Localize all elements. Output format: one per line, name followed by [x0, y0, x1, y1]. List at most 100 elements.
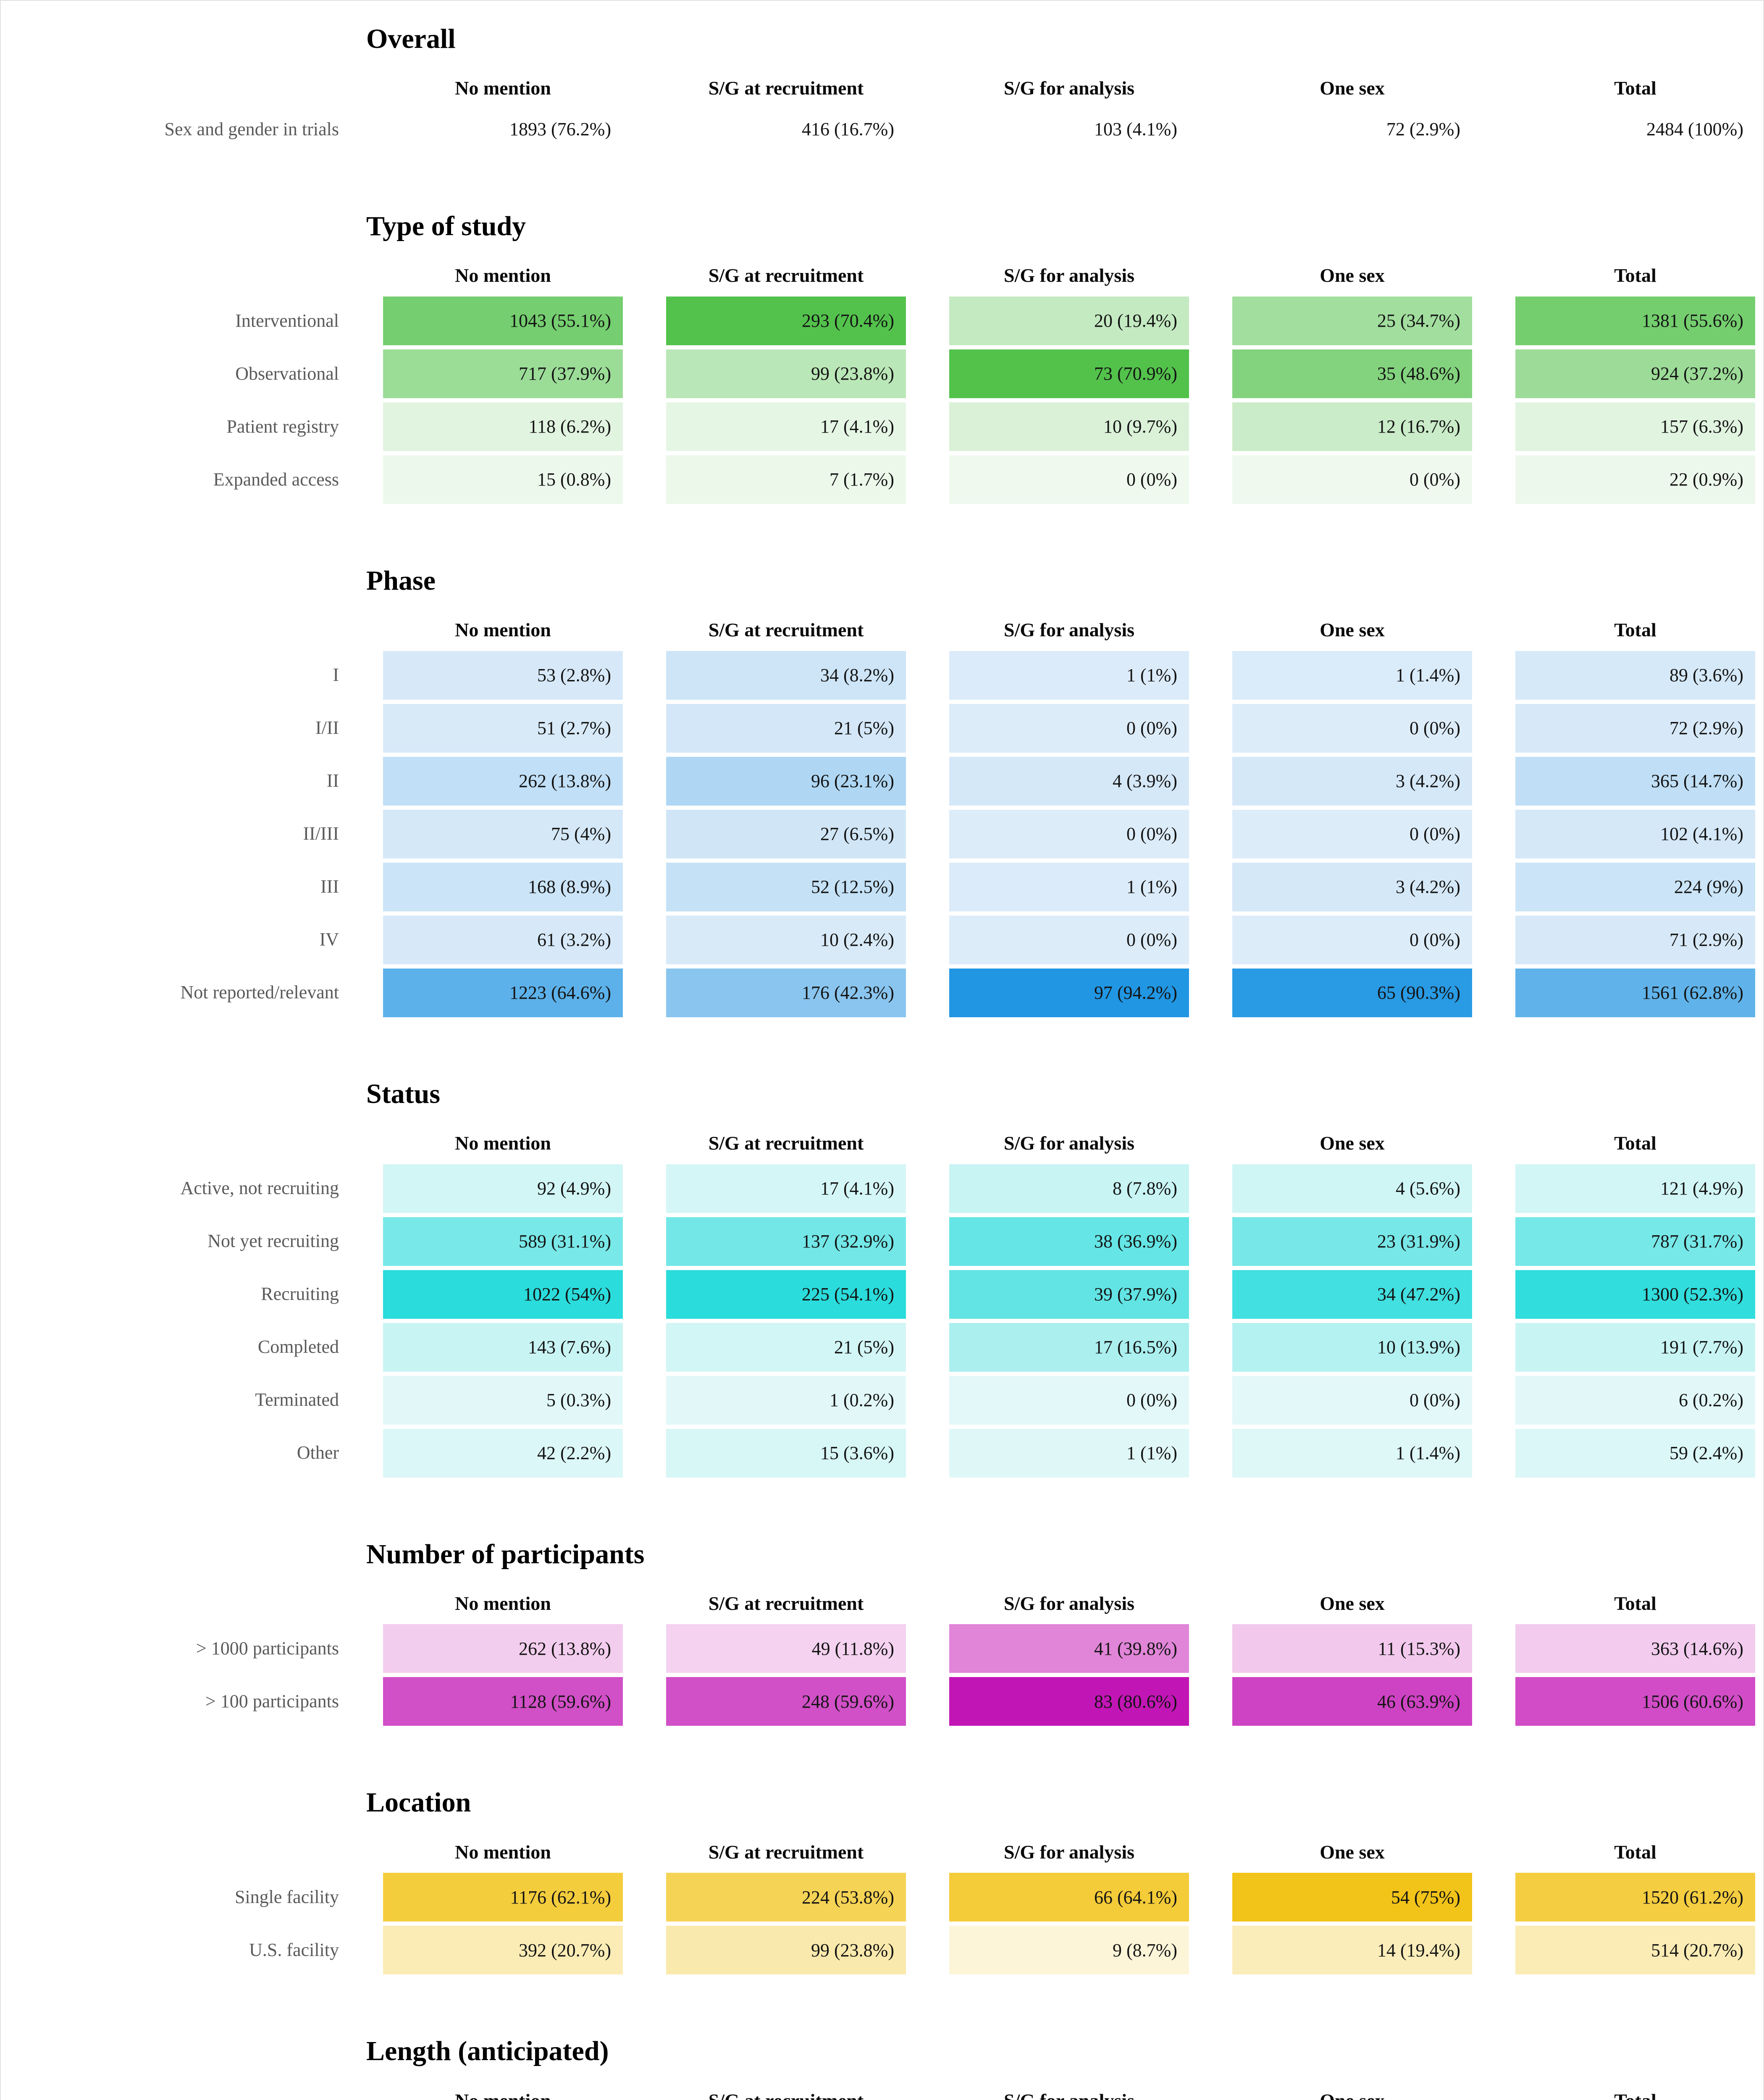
heatmap-cell: 1043 (55.1%) [383, 296, 623, 345]
heatmap-cell: 15 (3.6%) [666, 1428, 906, 1478]
column-header-row: No mention S/G at recruitment S/G for anal… [1, 265, 1763, 286]
row-label-recruiting: Recruiting [261, 1284, 339, 1305]
header-spacer [1, 1133, 340, 1154]
heatmap-cell: 34 (8.2%) [666, 651, 906, 700]
heatmap-cell: 99 (23.8%) [666, 349, 906, 398]
heatmap-cell: 96 (23.1%) [666, 756, 906, 806]
heatmap-cell: 92 (4.9%) [383, 1164, 623, 1213]
row-label-100-participants: > 100 participants [205, 1691, 339, 1712]
heatmap-cell: 0 (0%) [949, 809, 1189, 858]
heatmap-cell: 10 (9.7%) [949, 402, 1189, 451]
heatmap-cell: 17 (16.5%) [949, 1323, 1189, 1372]
heatmap-cell: 1 (1%) [949, 1428, 1189, 1478]
heatmap-cell: 61 (3.2%) [383, 915, 623, 964]
header-spacer [1, 1593, 340, 1614]
heatmap-cell: 0 (0%) [949, 455, 1189, 504]
heatmap-cell: 1022 (54%) [383, 1270, 623, 1319]
column-header-row: No mention S/G at recruitment S/G for anal… [1, 1841, 1763, 1863]
heatmap-cell: 73 (70.9%) [949, 349, 1189, 398]
heatmap-cell: 589 (31.1%) [383, 1217, 623, 1266]
heatmap-cell: 1381 (55.6%) [1515, 296, 1755, 345]
heatmap-cell: 0 (0%) [949, 1376, 1189, 1425]
row-label-single-facility: Single facility [234, 1887, 339, 1908]
heatmap-cell: 118 (6.2%) [383, 402, 623, 451]
section-title: Length (anticipated) [366, 2036, 609, 2067]
heatmap-cell: 65 (90.3%) [1232, 968, 1472, 1017]
heatmap-cell: 35 (48.6%) [1232, 349, 1472, 398]
heatmap-cell: 5 (0.3%) [383, 1376, 623, 1425]
heatmap-cell: 262 (13.8%) [383, 756, 623, 806]
row-label-i: I [333, 664, 339, 685]
heatmap-cell: 7 (1.7%) [666, 455, 906, 504]
section-rows: Single facility 1176 (62.1%) 224 (53.8%) 66… [1, 1873, 1763, 1975]
heatmap-cell: 2484 (100%) [1646, 119, 1743, 140]
column-header-row: No mention S/G at recruitment S/G for anal… [1, 1132, 1763, 1154]
heatmap-cell: 9 (8.7%) [949, 1926, 1189, 1975]
header-spacer [1, 620, 340, 641]
heatmap-cell: 75 (4%) [383, 809, 623, 858]
heatmap-cell: 41 (39.8%) [949, 1624, 1189, 1673]
column-header-s-g-at-recruitment: S/G at recruitment [708, 1592, 864, 1614]
heatmap-cell: 924 (37.2%) [1515, 349, 1755, 398]
heatmap-cell: 392 (20.7%) [383, 1926, 623, 1975]
column-header-s-g-at-recruitment: S/G at recruitment [708, 619, 864, 641]
heatmap-cell: 1 (0.2%) [666, 1376, 906, 1425]
heatmap-cell: 6 (0.2%) [1515, 1376, 1755, 1425]
heatmap-cell: 0 (0%) [1232, 1376, 1472, 1425]
heatmap-cell: 54 (75%) [1232, 1873, 1472, 1922]
heatmap-cell: 191 (7.7%) [1515, 1323, 1755, 1372]
heatmap-cell: 1561 (62.8%) [1515, 968, 1755, 1017]
heatmap-cell: 20 (19.4%) [949, 296, 1189, 345]
row-label-patient-registry: Patient registry [226, 416, 339, 437]
heatmap-cell: 365 (14.7%) [1515, 756, 1755, 806]
section-location: Location No mention S/G at recruitment S/G … [1, 1788, 1763, 1975]
heatmap-cell: 17 (4.1%) [666, 1164, 906, 1213]
column-header-row: No mention S/G at recruitment S/G for anal… [1, 1593, 1763, 1614]
heatmap-cell: 0 (0%) [1232, 915, 1472, 964]
row-label-u-s-facility: U.S. facility [249, 1940, 339, 1961]
section-type-of-study: Type of study No mention S/G at recruitmen… [1, 212, 1763, 504]
section-title: Phase [366, 565, 436, 596]
section-title: Overall [366, 24, 456, 54]
column-header-total: Total [1614, 1841, 1656, 1863]
heatmap-cell: 176 (42.3%) [666, 968, 906, 1017]
heatmap-cell: 363 (14.6%) [1515, 1624, 1755, 1673]
header-spacer [1, 78, 340, 99]
row-label-expanded-access: Expanded access [213, 469, 339, 490]
section-rows: Active, not recruiting 92 (4.9%) 17 (4.1%)… [1, 1164, 1763, 1478]
heatmap-cell: 1506 (60.6%) [1515, 1677, 1755, 1726]
heatmap-cell: 23 (31.9%) [1232, 1217, 1472, 1266]
heatmap-cell: 97 (94.2%) [949, 968, 1189, 1017]
heatmap-cell: 143 (7.6%) [383, 1323, 623, 1372]
section-rows: Sex and gender in trials 1893 (76.2%) 416 … [1, 109, 1763, 150]
row-label-other: Other [297, 1442, 339, 1463]
column-header-s-g-at-recruitment: S/G at recruitment [708, 1841, 864, 1863]
heatmap-cell: 1176 (62.1%) [383, 1873, 623, 1922]
heatmap-cell: 89 (3.6%) [1515, 651, 1755, 700]
heatmap-cell: 157 (6.3%) [1515, 402, 1755, 451]
column-header-one-sex: One sex [1232, 2090, 1472, 2100]
heatmap-cell: 137 (32.9%) [666, 1217, 906, 1266]
heatmap-cell: 17 (4.1%) [666, 402, 906, 451]
heatmap-cell: 34 (47.2%) [1232, 1270, 1472, 1319]
heatmap-cell: 72 (2.9%) [1515, 704, 1755, 753]
heatmap-cell: 3 (4.2%) [1232, 756, 1472, 806]
heatmap-cell: 1 (1%) [949, 862, 1189, 911]
heatmap-cell: 1 (1.4%) [1232, 651, 1472, 700]
heatmap-cell: 224 (9%) [1515, 862, 1755, 911]
column-header-total: Total [1614, 1592, 1656, 1614]
heatmap-cell: 72 (2.9%) [1386, 119, 1460, 140]
heatmap-cell: 25 (34.7%) [1232, 296, 1472, 345]
column-header-s-g-for-analysis: S/G for analysis [1004, 1592, 1134, 1614]
row-label-ii: II [326, 770, 339, 791]
row-label-i-ii: I/II [315, 717, 339, 738]
heatmap-cell: 39 (37.9%) [949, 1270, 1189, 1319]
heatmap-cell: 71 (2.9%) [1515, 915, 1755, 964]
section-rows: I 53 (2.8%) 34 (8.2%) 1 (1%) 1 (1.4%) 89 (3.6… [1, 651, 1763, 1017]
header-spacer [1, 1842, 340, 1863]
heatmap-cell: 102 (4.1%) [1515, 809, 1755, 858]
heatmap-cell: 42 (2.2%) [383, 1428, 623, 1478]
heatmap-cell: 21 (5%) [666, 704, 906, 753]
row-label-active-not-recruiting: Active, not recruiting [180, 1178, 339, 1199]
